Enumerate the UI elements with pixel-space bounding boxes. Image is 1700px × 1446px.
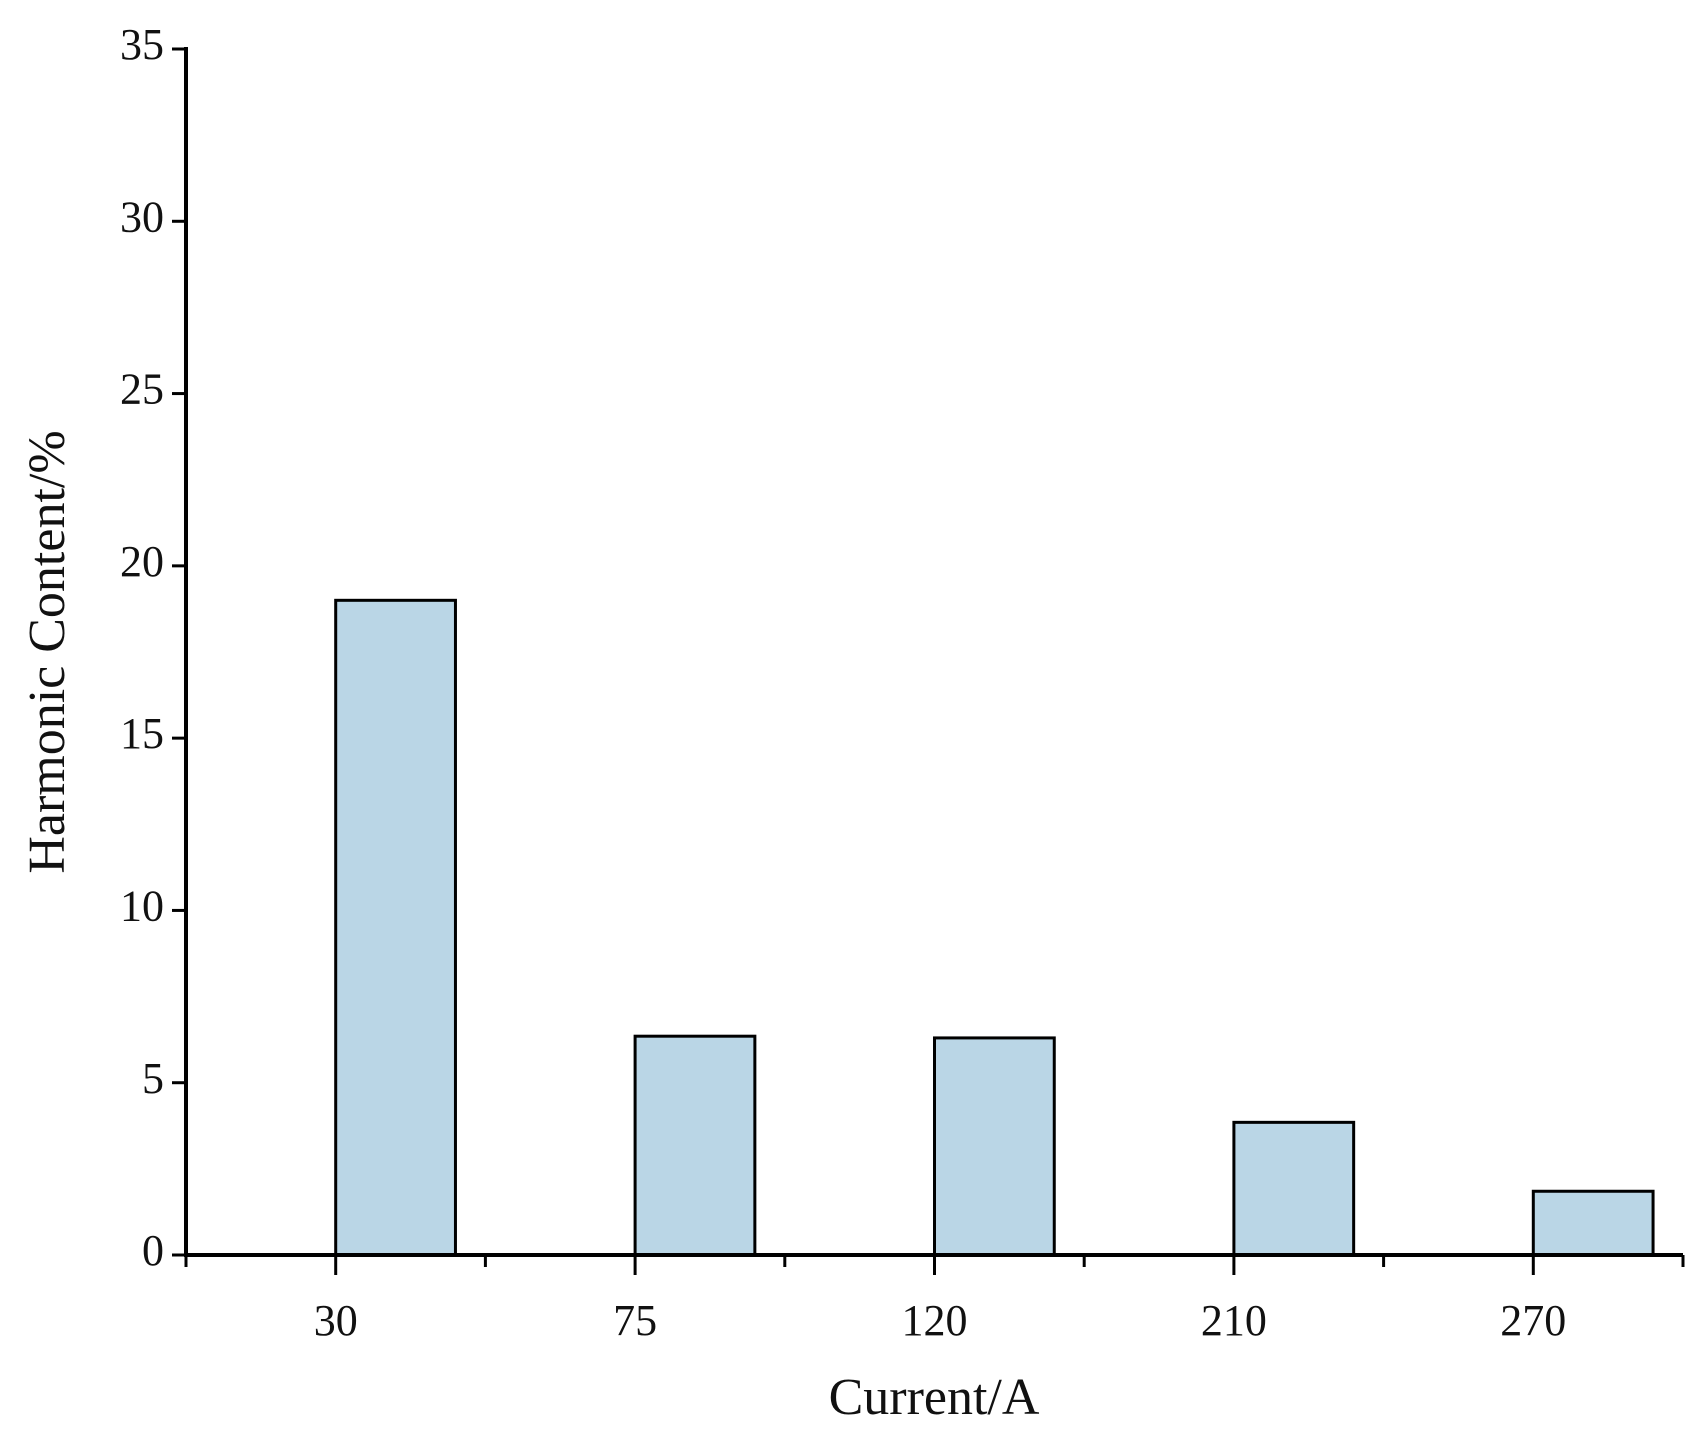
bar (1232, 1120, 1356, 1257)
x-tick-label: 75 (613, 1296, 657, 1345)
y-tick-label: 0 (142, 1226, 164, 1275)
bar (633, 1034, 757, 1257)
x-tick-label: 270 (1500, 1296, 1566, 1345)
bar (1531, 1189, 1655, 1257)
y-tick-label: 35 (120, 20, 164, 69)
y-axis-title: Harmonic Content/% (19, 430, 76, 873)
x-axis-title: Current/A (829, 1369, 1040, 1426)
y-tick-label: 15 (120, 709, 164, 758)
x-tick-label: 120 (902, 1296, 968, 1345)
y-tick-label: 20 (120, 537, 164, 586)
y-tick-label: 30 (120, 192, 164, 241)
y-tick-label: 25 (120, 365, 164, 414)
y-tick-label: 5 (142, 1054, 164, 1103)
y-tick-label: 10 (120, 882, 164, 931)
x-tick-label: 210 (1201, 1296, 1267, 1345)
bar (334, 598, 457, 1257)
bar (933, 1036, 1056, 1257)
x-tick-label: 30 (314, 1296, 358, 1345)
